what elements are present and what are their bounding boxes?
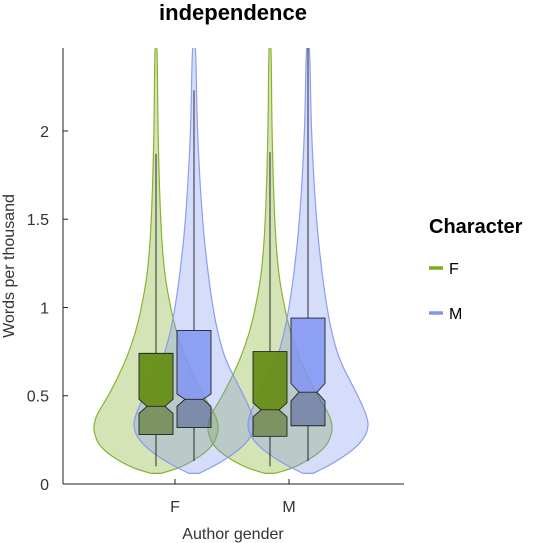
box-lower-m-m <box>291 392 325 426</box>
box-lower-m-f <box>177 399 211 428</box>
box-upper-m-f <box>177 330 211 400</box>
legend-label-m: M <box>449 306 462 323</box>
y-tick-label: 2 <box>40 124 49 141</box>
box-outline-m-f <box>176 329 212 428</box>
axes: 0 0.5 1 1.5 2 F M <box>27 48 404 516</box>
box-upper-m-m <box>291 318 325 393</box>
x-tick-label: F <box>170 499 180 516</box>
box-outline-f-f <box>138 352 174 436</box>
x-tick-label: M <box>282 499 295 516</box>
box-lower-f-f <box>139 406 173 435</box>
chart-title: independence <box>159 0 307 25</box>
box-upper-f-m <box>253 351 287 410</box>
y-tick-label: 1.5 <box>27 212 49 229</box>
legend-label-f: F <box>449 261 459 278</box>
y-tick-label: 0 <box>40 477 49 494</box>
plot-content <box>93 48 369 475</box>
y-tick-label: 0.5 <box>27 389 49 406</box>
box-outline-m-m <box>290 317 326 427</box>
box-outline-f-m <box>252 351 288 437</box>
x-axis-label: Author gender <box>182 526 284 543</box>
legend: Character F M <box>429 216 523 323</box>
y-tick-label: 1 <box>40 300 49 317</box>
legend-title: Character <box>429 216 523 238</box>
y-axis-label: Words per thousand <box>1 194 18 338</box>
plot-area <box>93 48 369 475</box>
box-upper-f-f <box>139 353 173 407</box>
box-lower-f-m <box>253 409 287 437</box>
